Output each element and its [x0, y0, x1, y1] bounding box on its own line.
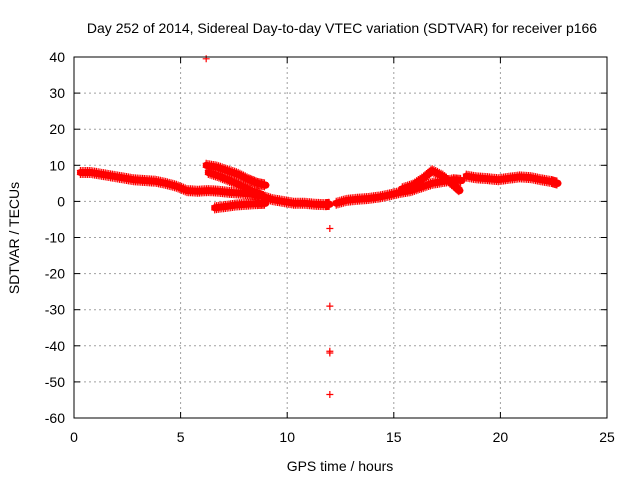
y-tick-label: -40: [45, 338, 65, 354]
data-point: [326, 224, 334, 232]
y-tick-label: -60: [45, 410, 65, 426]
plot-frame: [73, 56, 608, 419]
data-point: [456, 187, 464, 195]
y-tick-label: -20: [45, 266, 65, 282]
y-tick-label: -50: [45, 374, 65, 390]
y-tick-label: -10: [45, 230, 65, 246]
y-tick-label: 30: [49, 85, 65, 101]
x-tick-label: 5: [177, 429, 185, 445]
data-point: [554, 179, 562, 187]
series-rising-branch: [398, 165, 464, 196]
data-point: [326, 391, 334, 399]
data-point: [455, 188, 463, 196]
y-tick-label: 0: [57, 193, 65, 209]
y-tick-label: 40: [49, 49, 65, 65]
x-tick-label: 15: [386, 429, 402, 445]
y-tick-label: -30: [45, 302, 65, 318]
data-point: [258, 190, 266, 198]
y-tick-label: 20: [49, 121, 65, 137]
x-axis-label: GPS time / hours: [287, 458, 394, 474]
series-middle-branch: [204, 167, 266, 200]
data-point: [262, 181, 270, 189]
data-point: [326, 349, 334, 357]
x-tick-label: 20: [493, 429, 509, 445]
x-tick-label: 10: [279, 429, 295, 445]
y-axis-label: SDTVAR / TECUs: [6, 182, 22, 294]
x-tick-label: 0: [70, 429, 78, 445]
y-tick-label: 10: [49, 157, 65, 173]
data-point: [262, 199, 270, 207]
data-point: [326, 200, 334, 208]
chart-title: Day 252 of 2014, Sidereal Day-to-day VTE…: [87, 20, 597, 36]
data-point: [326, 302, 334, 310]
x-tick-label: 25: [599, 429, 615, 445]
series-late-arc: [462, 170, 562, 189]
data-point: [260, 183, 268, 191]
series-lower-branch: [211, 197, 270, 214]
tick-labels: 0 5 10 15 20 25 -60 -50 -40 -30 -20 -10 0 10 20 30 40: [45, 49, 615, 445]
data-point: [553, 181, 561, 189]
data-point: [458, 176, 466, 184]
data-points: [76, 55, 562, 399]
series-outliers: [202, 55, 334, 399]
data-point: [202, 55, 210, 63]
